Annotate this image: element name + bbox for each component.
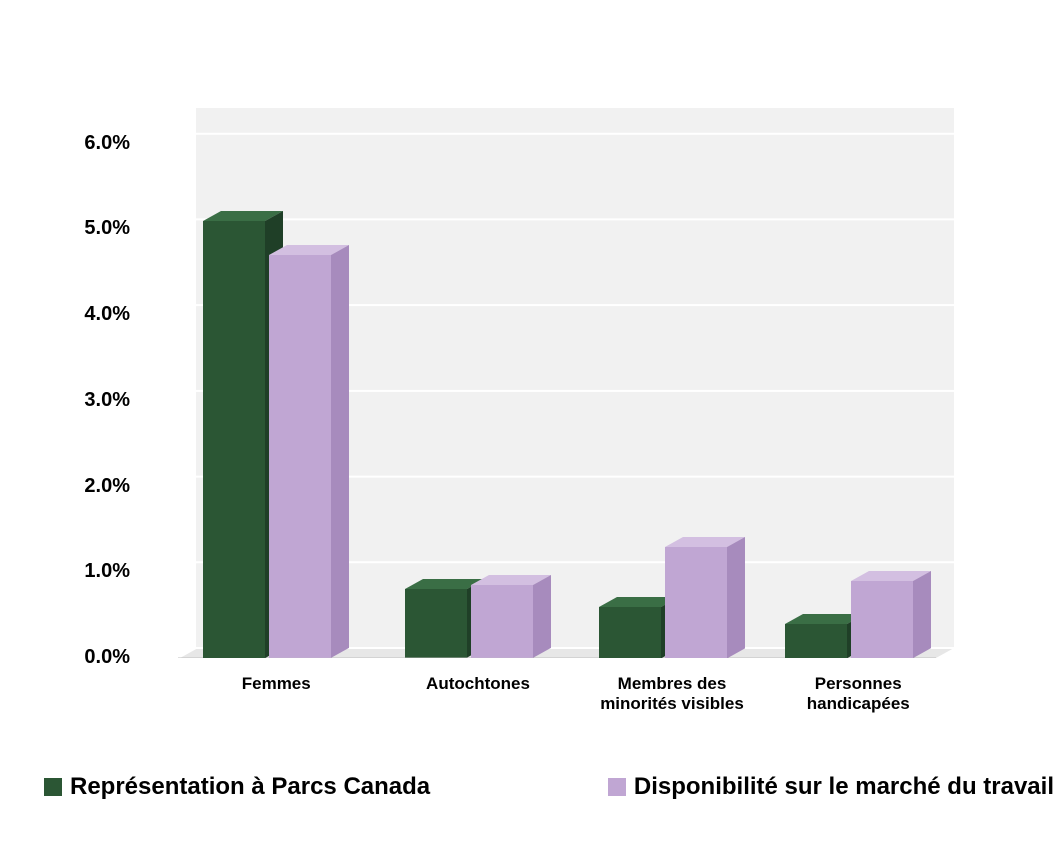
y-tick-label: 0.0% [0,646,130,669]
category-label: Autochtones [393,674,563,694]
category-label: Membres des minorités visibles [587,674,757,714]
bar [851,571,931,658]
y-tick-label: 6.0% [0,132,130,155]
y-tick-label: 1.0% [0,560,130,583]
y-tick-label: 2.0% [0,475,130,498]
legend: Représentation à Parcs Canada Disponibil… [44,773,1054,801]
y-tick-label: 5.0% [0,217,130,240]
legend-swatch-1 [608,778,626,796]
category-label: Personnes handicapées [773,674,943,714]
bar [665,537,745,658]
legend-item-0: Représentation à Parcs Canada [44,773,430,801]
y-tick-label: 3.0% [0,389,130,412]
legend-swatch-0 [44,778,62,796]
legend-item-1: Disponibilité sur le marché du travail [608,773,1054,801]
category-label: Femmes [191,674,361,694]
y-tick-label: 4.0% [0,303,130,326]
legend-label-1: Disponibilité sur le marché du travail [634,773,1054,801]
legend-label-0: Représentation à Parcs Canada [70,773,430,801]
bar [269,245,349,658]
plot-area [178,108,954,658]
bar [471,575,551,658]
chart-stage: 0.0% 1.0% 2.0% 3.0% 4.0% 5.0% 6.0% Femmes Autoc… [0,0,1063,867]
